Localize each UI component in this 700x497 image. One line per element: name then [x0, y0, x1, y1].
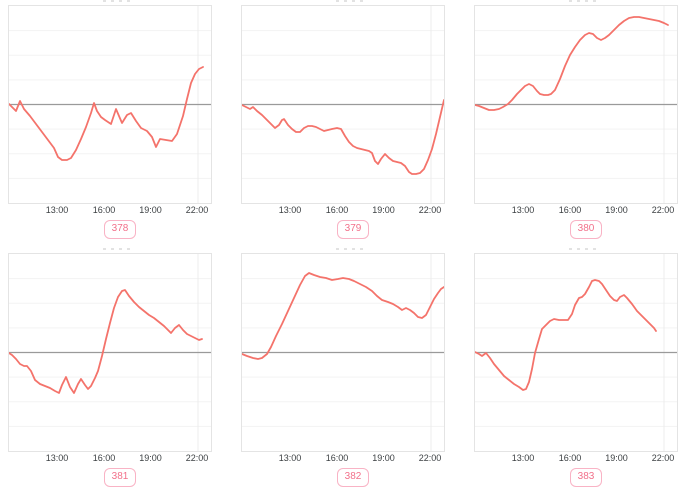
x-tick: 13:00 — [278, 205, 302, 215]
clipped-title-fragment — [569, 248, 599, 250]
x-tick: 19:00 — [605, 453, 628, 463]
chart-id-badge[interactable]: 383 — [569, 468, 603, 487]
x-tick: 19:00 — [605, 205, 628, 215]
chart-cell-378: 13:00 16:00 19:00 22:00 378 — [0, 0, 233, 248]
chart-cell-383: 13:00 16:00 19:00 22:00 383 — [466, 248, 700, 497]
chart-cell-380: 13:00 16:00 19:00 22:00 380 — [466, 0, 700, 248]
chart-plot-area — [474, 253, 678, 452]
line-chart-svg — [475, 254, 677, 451]
line-chart-svg — [242, 254, 444, 451]
x-tick: 16:00 — [92, 453, 116, 463]
clipped-title-fragment — [336, 248, 366, 250]
badge-row: 380 — [466, 218, 700, 239]
x-tick: 13:00 — [511, 205, 535, 215]
x-tick: 13:00 — [45, 453, 69, 463]
chart-cell-379: 13:00 16:00 19:00 22:00 379 — [233, 0, 466, 248]
x-tick: 13:00 — [511, 453, 535, 463]
line-chart-svg — [475, 6, 677, 203]
chart-plot-area — [8, 5, 212, 204]
badge-row: 378 — [0, 218, 240, 239]
x-tick: 22:00 — [418, 453, 442, 463]
x-tick: 22:00 — [185, 453, 209, 463]
x-tick: 19:00 — [139, 205, 162, 215]
x-tick: 22:00 — [651, 453, 675, 463]
chart-id-badge[interactable]: 379 — [336, 220, 370, 239]
clipped-title-fragment — [336, 0, 366, 2]
x-tick: 13:00 — [45, 205, 69, 215]
x-tick: 19:00 — [372, 205, 395, 215]
chart-cell-381: 13:00 16:00 19:00 22:00 381 — [0, 248, 233, 497]
x-tick: 22:00 — [651, 205, 675, 215]
x-tick: 16:00 — [325, 205, 349, 215]
chart-plot-area — [8, 253, 212, 452]
clipped-title-fragment — [103, 248, 133, 250]
chart-plot-area — [241, 253, 445, 452]
clipped-title-fragment — [103, 0, 133, 2]
x-tick: 19:00 — [372, 453, 395, 463]
x-tick: 13:00 — [278, 453, 302, 463]
badge-row: 379 — [233, 218, 473, 239]
clipped-title-fragment — [569, 0, 599, 2]
line-chart-svg — [9, 6, 211, 203]
line-chart-svg — [242, 6, 444, 203]
badge-row: 381 — [0, 466, 240, 487]
x-tick: 22:00 — [185, 205, 209, 215]
chart-id-badge[interactable]: 380 — [569, 220, 603, 239]
chart-plot-area — [241, 5, 445, 204]
chart-id-badge[interactable]: 381 — [103, 468, 137, 487]
x-tick: 19:00 — [139, 453, 162, 463]
badge-row: 382 — [233, 466, 473, 487]
chart-id-badge[interactable]: 378 — [103, 220, 137, 239]
x-tick: 16:00 — [92, 205, 116, 215]
chart-plot-area — [474, 5, 678, 204]
x-tick: 16:00 — [558, 205, 582, 215]
x-tick: 16:00 — [325, 453, 349, 463]
x-tick: 16:00 — [558, 453, 582, 463]
chart-cell-382: 13:00 16:00 19:00 22:00 382 — [233, 248, 466, 497]
chart-id-badge[interactable]: 382 — [336, 468, 370, 487]
line-chart-svg — [9, 254, 211, 451]
badge-row: 383 — [466, 466, 700, 487]
x-tick: 22:00 — [418, 205, 442, 215]
